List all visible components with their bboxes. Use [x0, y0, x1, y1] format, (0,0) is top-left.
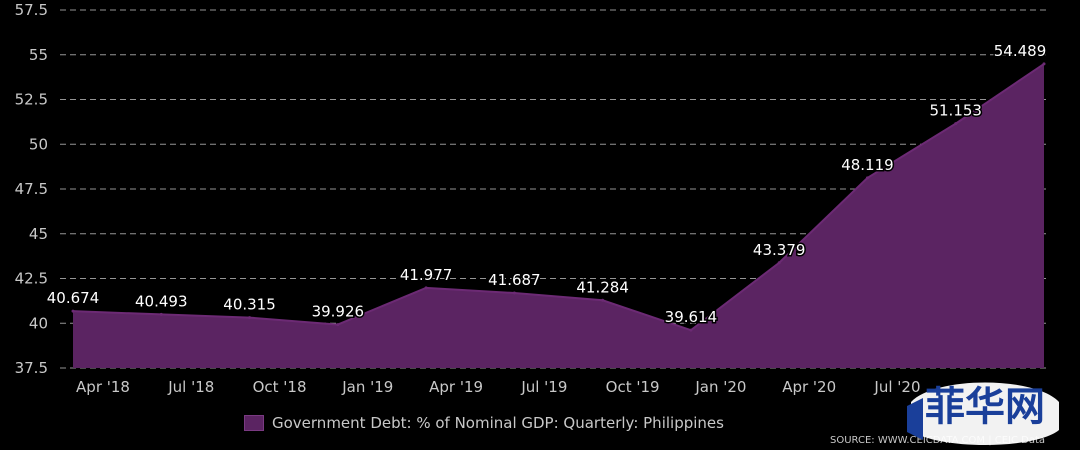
y-tick-label: 55 — [29, 46, 48, 64]
data-point — [71, 309, 75, 313]
data-label: 39.926 — [312, 303, 365, 321]
data-label: 43.379 — [753, 241, 806, 259]
data-point — [689, 328, 693, 332]
x-tick-label: Apr '20 — [782, 378, 836, 396]
y-tick-label: 57.5 — [15, 1, 48, 19]
y-tick-label: 52.5 — [15, 91, 48, 109]
x-tick-label: Jan '19 — [341, 378, 393, 396]
x-tick-label: Jan '20 — [694, 378, 746, 396]
data-label: 40.493 — [135, 292, 188, 310]
y-tick-label: 45 — [29, 225, 48, 243]
chart: 37.5 40 42.5 45 47.5 50 52.5 55 57.5 40.674 40.493… — [15, 1, 1050, 396]
data-point — [159, 312, 163, 316]
data-point — [954, 122, 958, 126]
series-line — [72, 63, 1045, 332]
x-tick-label: Apr '19 — [429, 378, 483, 396]
data-point — [601, 298, 605, 302]
data-label: 54.489 — [994, 42, 1047, 60]
legend-label: Government Debt: % of Nominal GDP: Quart… — [272, 414, 724, 432]
data-point — [336, 323, 340, 327]
data-label: 39.614 — [665, 308, 718, 326]
y-tick-label: 50 — [29, 135, 48, 153]
x-tick-label: Jul '19 — [520, 378, 567, 396]
x-tick-label: Oct '19 — [606, 378, 660, 396]
data-point — [512, 291, 516, 295]
x-tick-label: Oct '18 — [253, 378, 307, 396]
data-point — [1042, 62, 1046, 66]
data-label: 48.119 — [841, 156, 894, 174]
y-tick-label: 42.5 — [15, 270, 48, 288]
data-label: 40.674 — [47, 289, 100, 307]
data-label: 41.284 — [576, 278, 629, 296]
x-tick-label: Jul '20 — [873, 378, 920, 396]
data-point — [865, 176, 869, 180]
data-label: 51.153 — [929, 102, 982, 120]
y-tick-label: 47.5 — [15, 180, 48, 198]
y-tick-label: 37.5 — [15, 359, 48, 377]
svg-text:菲华网: 菲华网 — [925, 384, 1045, 430]
watermark-logo: 菲华网 — [907, 382, 1059, 445]
legend-swatch — [244, 415, 264, 431]
data-label: 40.315 — [223, 296, 276, 314]
x-tick-label: Jul '18 — [167, 378, 214, 396]
data-point — [777, 261, 781, 265]
data-label: 41.977 — [400, 266, 453, 284]
data-label: 41.687 — [488, 271, 541, 289]
data-point — [424, 286, 428, 290]
x-tick-label: Apr '18 — [76, 378, 130, 396]
y-tick-label: 40 — [29, 314, 48, 332]
series-area — [73, 63, 1044, 368]
legend: Government Debt: % of Nominal GDP: Quart… — [244, 411, 724, 435]
data-point — [248, 316, 252, 320]
